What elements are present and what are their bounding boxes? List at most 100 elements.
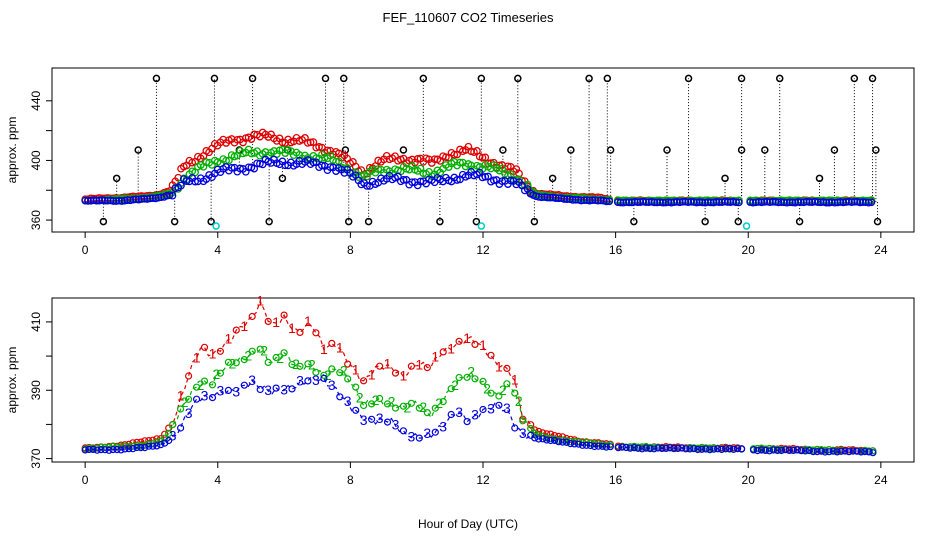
series-1-point [248,312,256,321]
series-3-point [570,440,579,448]
series-2-point [224,358,232,366]
series-3-point [712,198,721,206]
series-2-point [765,445,774,453]
series-3-point [639,197,647,206]
series-3-point [861,198,870,207]
series-3-point [543,193,552,202]
spike-low-point [734,217,743,226]
series-3-point [543,436,551,444]
series-2-label: 2 [308,356,316,372]
series-1-label: 1 [511,372,519,388]
spike-mid-point [761,146,769,154]
series-3-label: 3 [392,417,400,433]
series-2-point [503,380,511,388]
series-3-point [580,196,588,205]
y-axis-label: approx. ppm [5,347,19,414]
series-3-label: 3 [201,387,209,403]
series-3-point [89,445,97,453]
series-3-point [120,196,129,205]
series-1-point [185,372,193,380]
series-3-label: 3 [503,400,511,416]
series-3-point [129,445,137,453]
spike-high-point [248,74,257,83]
series-3-point [636,198,645,206]
series-2-label: 2 [181,394,189,410]
series-3-point [781,446,790,454]
series-1-label: 1 [415,357,423,373]
series-3-point [113,446,121,454]
series-3-point [821,448,829,456]
series-3-point [626,444,634,452]
series-1-point [535,427,543,435]
series-1-line [85,299,873,453]
y-tick-label: 360 [29,210,43,230]
series-3-point [149,442,157,450]
series-2-point [320,371,328,379]
spike-small-point [548,174,557,183]
series-3-point [757,446,766,454]
series-2-point [272,353,280,362]
series-3-point [642,444,650,452]
series-3-point [101,196,109,205]
series-3-point [654,444,662,452]
series-2-point [193,383,201,391]
series-3-point [746,198,755,207]
x-tick-label: 12 [476,243,490,257]
series-1-point [360,377,368,385]
series-3-point [865,448,873,456]
series-3-point [622,443,630,452]
series-3-point [240,381,248,389]
series-3-point [132,195,140,204]
series-3-point [453,176,461,184]
series-3-point [85,445,93,454]
series-3-point [431,428,439,436]
x-tick-label: 20 [742,243,756,257]
series-3-point [594,196,602,205]
series-3-point [352,406,360,414]
series-2-point [165,429,173,437]
series-3-point [642,198,650,206]
series-3-point [861,448,869,456]
series-3-point [590,442,599,451]
series-3-point [850,197,859,206]
series-3-point [681,197,690,206]
series-3-point [841,447,849,455]
series-2-point [125,443,133,451]
series-3-point [749,446,758,454]
series-3-label: 3 [169,427,177,443]
spike-high-point [340,74,348,83]
series-3-point [670,198,678,206]
series-2-point [519,417,527,425]
series-2-point [439,398,447,406]
series-1-label: 1 [304,313,312,329]
series-3-point [780,198,788,207]
series-3-point [816,198,825,207]
series-3-point [568,196,577,204]
series-3-point [481,172,490,181]
spike-high-point [514,74,522,83]
y-tick-label: 400 [29,150,43,170]
series-2-point [391,404,400,412]
x-tick-label: 24 [874,473,888,487]
series-3-point [836,198,845,206]
series-3-point [193,395,201,403]
series-3-point [813,448,821,456]
spike-high-point [868,74,877,83]
series-1-label: 1 [479,337,487,353]
series-1-label: 1 [384,355,392,371]
series-1-point [306,138,315,147]
series-2-label: 2 [388,393,396,409]
spike-high-point [850,74,859,83]
series-3-point [571,195,580,204]
series-3-point [546,193,554,202]
series-3-point [783,198,791,207]
series-3-point [757,198,766,207]
spike-mid-point [663,146,671,154]
x-tick-label: 12 [476,473,490,487]
spike-high-point [477,74,486,83]
series-3-point [103,196,112,205]
series-3-point [706,446,714,454]
series-3-point [837,447,845,455]
